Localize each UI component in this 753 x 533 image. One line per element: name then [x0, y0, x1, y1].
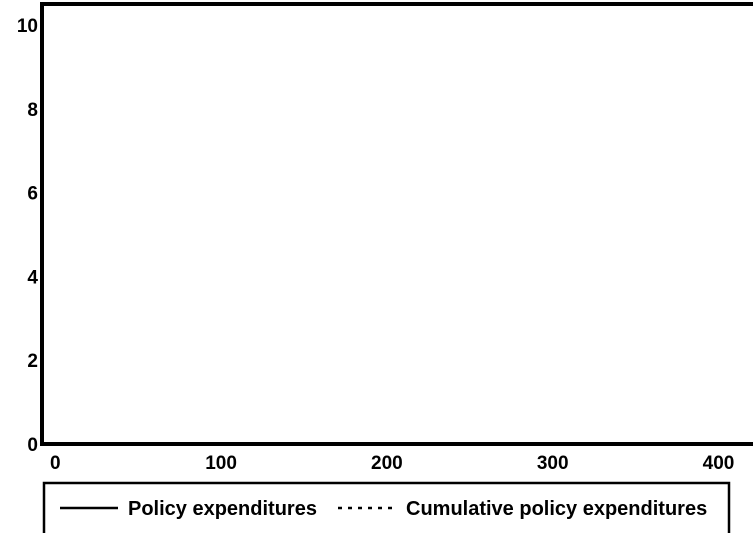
y-tick-label: 0: [27, 435, 38, 456]
y-tick-label: 6: [27, 184, 38, 205]
y-tick-label: 8: [27, 100, 38, 121]
x-tick-label: 200: [371, 453, 403, 474]
legend-label-policy-expenditures: Policy expenditures: [128, 498, 317, 520]
x-tick-label: 300: [537, 453, 569, 474]
legend-label-cumulative-policy-expenditures: Cumulative policy expenditures: [406, 498, 707, 520]
plot-frame: [40, 2, 753, 446]
y-tick-label: 2: [27, 351, 38, 372]
x-tick-label: 400: [703, 453, 735, 474]
y-axis-ticks: 0 2 4 6 8 10: [17, 16, 39, 456]
x-axis-ticks: 0 100 200 300 400: [50, 453, 734, 474]
x-tick-label: 100: [205, 453, 237, 474]
x-tick-label: 0: [50, 453, 61, 474]
y-tick-label: 10: [17, 16, 38, 37]
y-tick-label: 4: [27, 267, 38, 288]
legend-box: [42, 481, 731, 533]
legend: Policy expenditures Cumulative policy exp…: [42, 481, 731, 533]
